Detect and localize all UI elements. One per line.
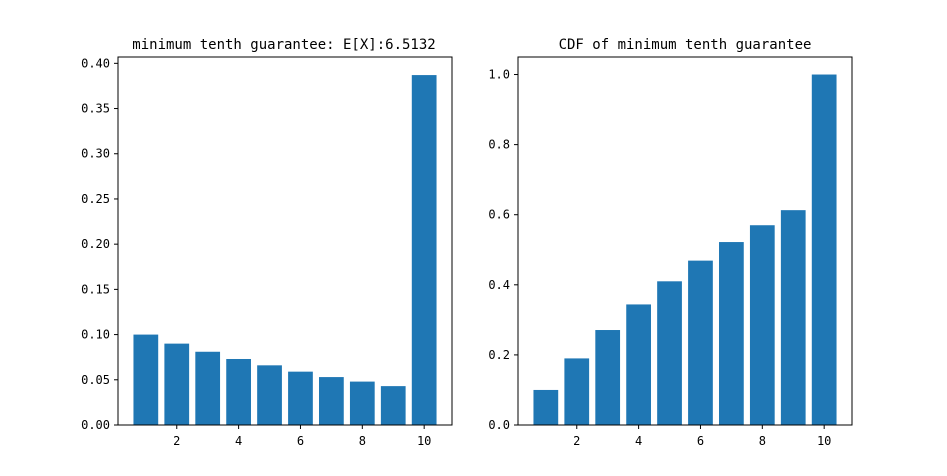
cdf-chart: CDF of minimum tenth guarantee 2 4 6 8 10 0.… <box>488 37 853 448</box>
pmf-chart-title: minimum tenth guarantee: E[X]:6.5132 <box>132 37 435 53</box>
pmf-x-tick-label: 2 <box>173 434 180 448</box>
cdf-bars <box>533 74 837 426</box>
pmf-y-tick-label: 0.05 <box>81 373 110 387</box>
cdf-bar-2 <box>564 358 590 425</box>
cdf-y-tick-label: 0.0 <box>488 418 510 432</box>
pmf-bar-9 <box>380 386 406 425</box>
pmf-x-tick-label: 6 <box>297 434 304 448</box>
cdf-y-tick-label: 0.4 <box>488 278 510 292</box>
pmf-y-tick-label: 0.25 <box>81 192 110 206</box>
cdf-axes-frame <box>517 56 853 426</box>
pmf-bar-7 <box>319 377 344 425</box>
cdf-y-tick-label: 0.6 <box>488 208 510 222</box>
cdf-x-tick-label: 6 <box>697 434 704 448</box>
pmf-y-tick-label: 0.00 <box>81 418 110 432</box>
pmf-y-tick-label: 0.35 <box>81 102 110 116</box>
pmf-y-tick-label: 0.15 <box>81 282 110 296</box>
pmf-bars <box>133 75 437 426</box>
cdf-bar-10 <box>811 74 837 426</box>
cdf-bar-8 <box>749 225 775 425</box>
pmf-bar-5 <box>257 365 282 425</box>
cdf-bar-5 <box>657 281 682 425</box>
pmf-bar-8 <box>349 381 375 425</box>
cdf-x-tick-label: 2 <box>573 434 580 448</box>
cdf-x-tick-label: 8 <box>759 434 766 448</box>
pmf-x-tick-label: 4 <box>235 434 242 448</box>
pmf-bar-2 <box>164 343 190 425</box>
cdf-bar-6 <box>688 260 713 425</box>
pmf-y-axis: 0.00 0.05 0.10 0.15 0.20 0.25 0.30 0.35 0.40 <box>81 56 118 432</box>
pmf-bar-4 <box>226 358 251 425</box>
cdf-x-tick-label: 10 <box>817 434 831 448</box>
pmf-y-tick-label: 0.20 <box>81 237 110 251</box>
cdf-bar-3 <box>595 330 621 425</box>
cdf-chart-title: CDF of minimum tenth guarantee <box>559 37 812 53</box>
pmf-x-tick-label: 10 <box>417 434 431 448</box>
cdf-bar-4 <box>626 304 651 425</box>
pmf-y-tick-label: 0.40 <box>81 56 110 70</box>
pmf-x-axis: 2 4 6 8 10 <box>173 425 431 448</box>
pmf-x-tick-label: 8 <box>359 434 366 448</box>
pmf-bar-1 <box>133 334 159 425</box>
pmf-bar-10 <box>411 75 437 426</box>
cdf-bar-9 <box>780 210 806 425</box>
cdf-y-axis: 0.0 0.2 0.4 0.6 0.8 1.0 <box>488 68 518 432</box>
cdf-bar-1 <box>533 389 559 425</box>
cdf-x-axis: 2 4 6 8 10 <box>573 425 831 448</box>
pmf-axes-frame <box>117 56 453 426</box>
pmf-y-tick-label: 0.10 <box>81 328 110 342</box>
pmf-y-tick-label: 0.30 <box>81 147 110 161</box>
cdf-bar-7 <box>719 242 744 425</box>
cdf-x-tick-label: 4 <box>635 434 642 448</box>
pmf-bar-6 <box>288 371 313 425</box>
cdf-y-tick-label: 0.8 <box>488 138 510 152</box>
pmf-chart: minimum tenth guarantee: E[X]:6.5132 2 4 6… <box>81 37 453 448</box>
cdf-y-tick-label: 1.0 <box>488 68 510 82</box>
pmf-bar-3 <box>195 351 221 425</box>
cdf-y-tick-label: 0.2 <box>488 348 510 362</box>
